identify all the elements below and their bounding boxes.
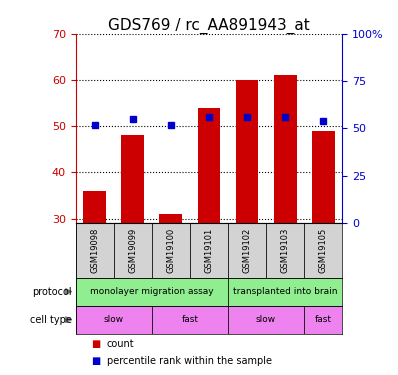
Bar — [121, 135, 144, 223]
Bar — [312, 131, 335, 223]
Text: count: count — [107, 339, 134, 349]
Bar — [152, 223, 190, 278]
Bar — [83, 191, 106, 223]
Bar — [160, 214, 182, 223]
Text: protocol: protocol — [32, 286, 72, 297]
Bar — [152, 306, 228, 334]
Text: GSM19101: GSM19101 — [205, 228, 213, 273]
Text: monolayer migration assay: monolayer migration assay — [90, 287, 214, 296]
Text: GSM19103: GSM19103 — [281, 228, 290, 273]
Text: GSM19100: GSM19100 — [166, 228, 176, 273]
Bar — [76, 223, 114, 278]
Bar — [236, 80, 258, 223]
Bar — [266, 223, 304, 278]
Text: slow: slow — [256, 315, 276, 324]
Text: ■: ■ — [92, 356, 101, 366]
Text: fast: fast — [181, 315, 198, 324]
Bar — [304, 223, 342, 278]
Text: GSM19105: GSM19105 — [319, 228, 328, 273]
Bar — [274, 75, 297, 223]
Bar — [197, 108, 220, 223]
Text: GSM19102: GSM19102 — [242, 228, 252, 273]
Bar — [114, 223, 152, 278]
Text: cell type: cell type — [30, 315, 72, 325]
Bar — [190, 223, 228, 278]
Bar — [228, 306, 304, 334]
Bar — [76, 278, 228, 306]
Text: percentile rank within the sample: percentile rank within the sample — [107, 356, 272, 366]
Title: GDS769 / rc_AA891943_at: GDS769 / rc_AA891943_at — [108, 18, 310, 34]
Bar — [304, 306, 342, 334]
Text: slow: slow — [103, 315, 124, 324]
Text: GSM19098: GSM19098 — [90, 228, 99, 273]
Bar — [228, 278, 342, 306]
Bar — [76, 306, 152, 334]
Text: transplanted into brain: transplanted into brain — [233, 287, 338, 296]
Text: GSM19099: GSM19099 — [128, 228, 137, 273]
Bar — [228, 223, 266, 278]
Text: fast: fast — [315, 315, 332, 324]
Text: ■: ■ — [92, 339, 101, 349]
